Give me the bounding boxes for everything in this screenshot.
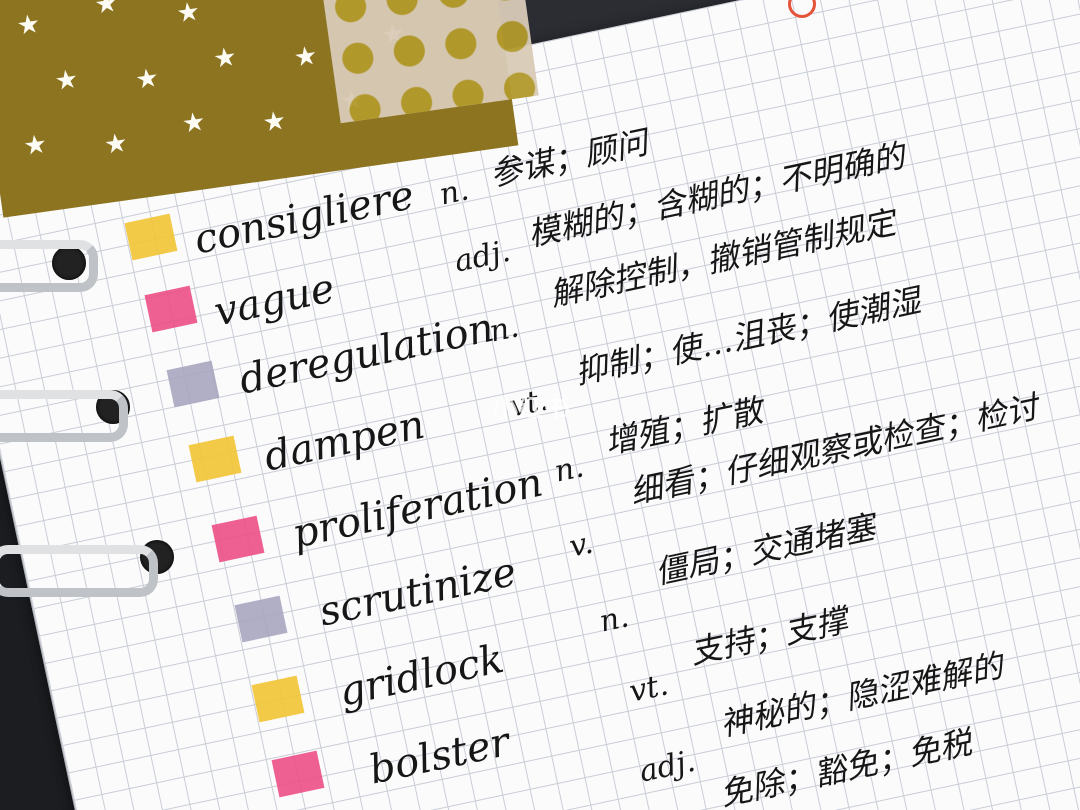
binder-ring xyxy=(0,390,128,442)
watermark: 小红书 xyxy=(492,394,571,424)
star-icon: ★ xyxy=(52,64,81,98)
star-icon: ★ xyxy=(174,0,202,30)
star-icon: ★ xyxy=(92,0,120,21)
star-icon: ★ xyxy=(260,105,289,139)
star-icon: ★ xyxy=(292,40,320,74)
star-icon: ★ xyxy=(133,62,161,96)
star-icon: ★ xyxy=(14,8,43,42)
star-icon: ★ xyxy=(211,41,239,75)
binder-ring xyxy=(0,545,158,597)
star-icon: ★ xyxy=(21,129,49,162)
logo-icon xyxy=(788,0,816,18)
binder-ring xyxy=(0,240,98,292)
star-icon: ★ xyxy=(180,106,208,140)
star-icon: ★ xyxy=(102,127,130,161)
